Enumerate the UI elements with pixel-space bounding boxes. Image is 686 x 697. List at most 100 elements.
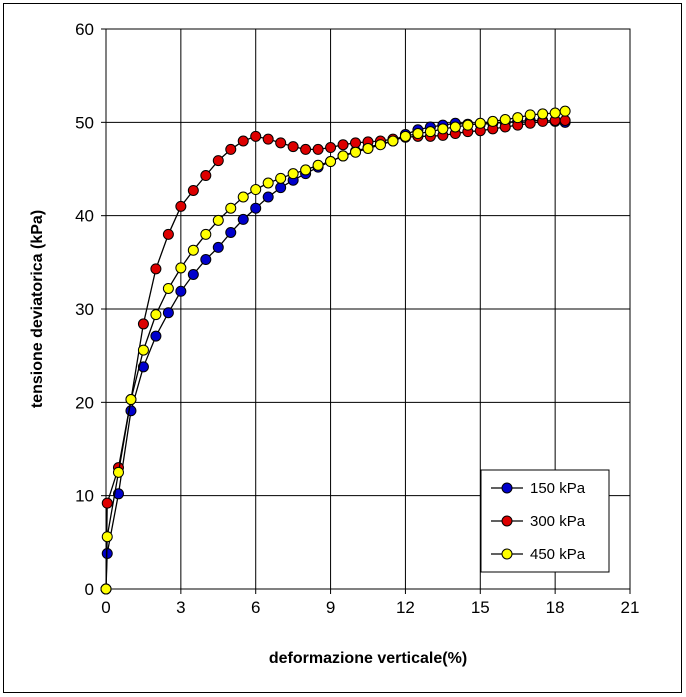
data-point: [237, 213, 249, 225]
data-point: [125, 394, 137, 406]
data-point: [250, 130, 262, 142]
chart-frame: [3, 3, 682, 693]
data-point: [312, 143, 324, 155]
y-tick-label: 50: [75, 113, 94, 132]
data-point: [237, 135, 249, 147]
data-point: [200, 254, 212, 266]
data-point: [150, 309, 162, 321]
data-point: [162, 228, 174, 240]
data-point: [137, 344, 149, 356]
data-point: [487, 115, 499, 127]
data-point: [499, 114, 511, 126]
data-point: [125, 405, 137, 417]
data-point: [262, 191, 274, 203]
legend-label: 150 kPa: [530, 480, 586, 497]
data-point: [300, 164, 312, 176]
data-point: [325, 156, 337, 168]
y-tick-label: 60: [75, 20, 94, 39]
data-point: [150, 330, 162, 342]
data-point: [187, 268, 199, 280]
legend-label: 300 kPa: [530, 513, 586, 530]
data-point: [225, 143, 237, 155]
x-tick-label: 9: [326, 598, 335, 617]
data-point: [275, 172, 287, 184]
x-tick-labels: 0 3 6 9 12 15 18 21: [101, 598, 639, 617]
y-axis-title: tensione deviatorica (kPa): [29, 210, 46, 408]
legend: 150 kPa 300 kPa 450 kPa: [480, 469, 610, 573]
data-point: [387, 135, 399, 147]
data-point: [101, 497, 113, 509]
data-point: [362, 142, 374, 154]
x-tick-label: 21: [621, 598, 640, 617]
data-point: [187, 184, 199, 196]
data-point: [275, 182, 287, 194]
data-point: [112, 488, 124, 500]
data-point: [399, 130, 411, 142]
data-point: [200, 170, 212, 182]
y-tick-label: 20: [75, 393, 94, 412]
data-point: [437, 123, 449, 135]
data-point: [337, 150, 349, 162]
data-point: [559, 114, 571, 126]
data-point: [300, 143, 312, 155]
data-point: [137, 318, 149, 330]
x-tick-label: 3: [176, 598, 185, 617]
x-axis-title: deformazione verticale(%): [269, 650, 467, 667]
data-point: [137, 361, 149, 373]
data-point: [101, 531, 113, 543]
series-layer: [100, 105, 571, 595]
data-point: [100, 583, 112, 595]
data-point: [225, 226, 237, 238]
data-point: [175, 200, 187, 212]
data-point: [474, 117, 486, 129]
data-point: [250, 184, 262, 196]
data-point: [212, 214, 224, 226]
legend-item: 150 kPa: [491, 480, 586, 497]
legend-label: 450 kPa: [530, 546, 586, 563]
data-point: [250, 202, 262, 214]
data-point: [112, 466, 124, 478]
data-point: [287, 168, 299, 180]
y-tick-label: 0: [85, 580, 94, 599]
data-point: [537, 108, 549, 120]
data-point: [350, 146, 362, 158]
series-2: [100, 105, 571, 595]
legend-item: 300 kPa: [491, 513, 586, 530]
data-point: [150, 263, 162, 275]
data-point: [175, 262, 187, 274]
data-point: [237, 191, 249, 203]
x-tick-label: 15: [471, 598, 490, 617]
data-point: [262, 177, 274, 189]
x-tick-label: 18: [546, 598, 565, 617]
data-point: [187, 244, 199, 256]
legend-marker: [501, 482, 513, 494]
y-tick-labels: 0 10 20 30 40 50 60: [75, 20, 94, 599]
y-tick-label: 30: [75, 300, 94, 319]
data-point: [325, 142, 337, 154]
data-point: [162, 307, 174, 319]
data-point: [162, 282, 174, 294]
data-point: [312, 159, 324, 171]
data-point: [262, 133, 274, 145]
data-point: [212, 241, 224, 253]
data-point: [559, 105, 571, 117]
data-point: [275, 137, 287, 149]
legend-marker: [501, 515, 513, 527]
x-tick-label: 0: [101, 598, 110, 617]
data-point: [200, 228, 212, 240]
x-tick-label: 12: [396, 598, 415, 617]
data-point: [462, 119, 474, 131]
data-point: [449, 121, 461, 133]
data-point: [350, 137, 362, 149]
data-point: [212, 155, 224, 167]
data-point: [412, 128, 424, 140]
y-tick-label: 10: [75, 487, 94, 506]
data-point: [424, 126, 436, 138]
data-point: [512, 112, 524, 124]
y-tick-label: 40: [75, 207, 94, 226]
data-point: [374, 139, 386, 151]
data-point: [287, 141, 299, 153]
data-point: [337, 139, 349, 151]
data-point: [549, 107, 561, 119]
